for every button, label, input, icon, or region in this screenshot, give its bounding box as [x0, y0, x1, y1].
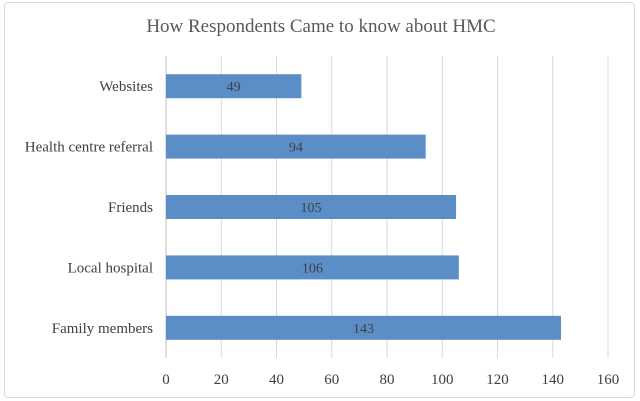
category-label: Health centre referral [25, 140, 153, 156]
bar-value-label: 106 [302, 261, 323, 276]
category-labels: Websites Health centre referral Friends Loc… [25, 79, 153, 337]
category-label: Friends [108, 200, 153, 216]
x-tick-label: 80 [380, 372, 395, 388]
bar-value-label: 49 [227, 80, 241, 95]
bars: 49 94 105 106 143 [166, 74, 562, 340]
x-tick-label: 0 [162, 372, 170, 388]
category-label: Websites [99, 79, 153, 95]
x-tick-label: 40 [269, 372, 284, 388]
chart-title: How Respondents Came to know about HMC [146, 16, 495, 37]
x-tick-label: 160 [597, 372, 620, 388]
bar-value-label: 143 [353, 322, 374, 337]
bar [166, 315, 562, 340]
bar [166, 74, 302, 99]
category-label: Family members [52, 321, 153, 337]
x-tick-label: 20 [214, 372, 229, 388]
x-tick-label: 100 [431, 372, 454, 388]
bar-value-label: 94 [289, 141, 303, 156]
bar [166, 134, 426, 159]
x-tick-label: 140 [542, 372, 565, 388]
x-tick-label: 120 [486, 372, 509, 388]
bar-value-label: 105 [301, 201, 322, 216]
x-axis-tick-labels: 0 20 40 60 80 100 120 140 160 [162, 372, 619, 388]
bar [166, 255, 459, 280]
category-label: Local hospital [68, 260, 153, 276]
x-tick-label: 60 [324, 372, 339, 388]
bar [166, 195, 457, 219]
